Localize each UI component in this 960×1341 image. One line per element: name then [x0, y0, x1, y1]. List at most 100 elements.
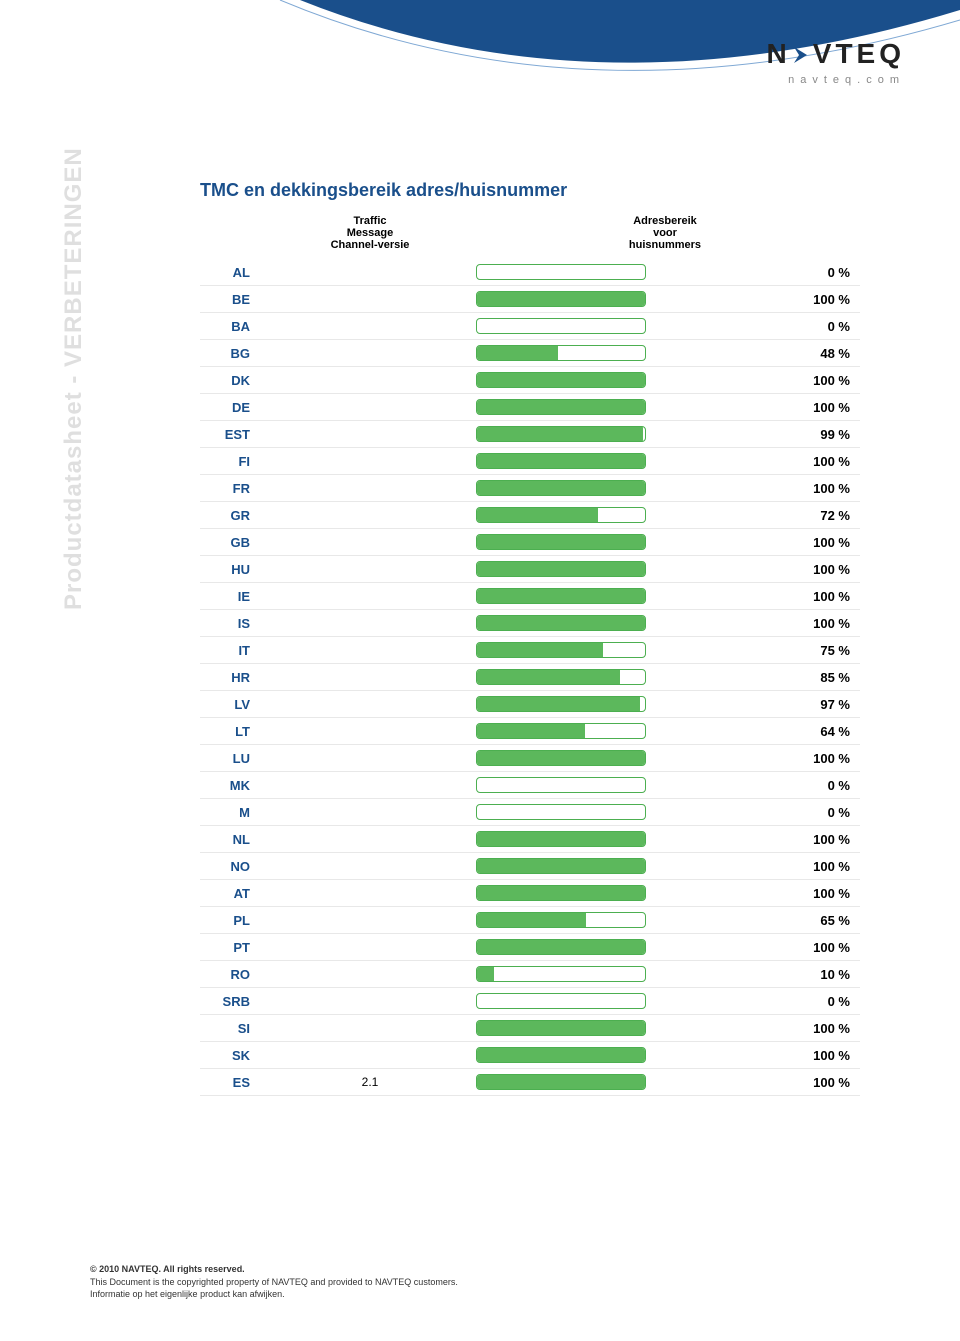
coverage-value: 100 %: [772, 853, 860, 880]
table-row: AL 0 %: [200, 259, 860, 286]
coverage-bar: [470, 529, 772, 556]
country-code: SRB: [200, 988, 270, 1015]
tmc-version: [270, 475, 470, 502]
coverage-value: 100 %: [772, 394, 860, 421]
coverage-bar: [470, 556, 772, 583]
table-row: HU100 %: [200, 556, 860, 583]
table-row: LV97 %: [200, 691, 860, 718]
country-code: M: [200, 799, 270, 826]
footer-line3: Informatie op het eigenlijke product kan…: [90, 1288, 458, 1301]
coverage-value: 97 %: [772, 691, 860, 718]
coverage-value: 65 %: [772, 907, 860, 934]
coverage-bar: [470, 772, 772, 799]
logo-subtext: navteq.com: [767, 74, 905, 86]
coverage-value: 100 %: [772, 934, 860, 961]
table-row: GR72 %: [200, 502, 860, 529]
coverage-bar: [470, 691, 772, 718]
tmc-version: 2.1: [270, 1069, 470, 1096]
coverage-bar: [470, 448, 772, 475]
country-code: HR: [200, 664, 270, 691]
table-row: NO 100 %: [200, 853, 860, 880]
country-code: IE: [200, 583, 270, 610]
tmc-version: [270, 367, 470, 394]
tmc-version: [270, 421, 470, 448]
coverage-bar: [470, 340, 772, 367]
header-coverage: Adresbereik voor huisnummers: [470, 211, 860, 259]
coverage-value: 72 %: [772, 502, 860, 529]
country-code: HU: [200, 556, 270, 583]
coverage-bar: [470, 664, 772, 691]
tmc-version: [270, 772, 470, 799]
coverage-value: 100 %: [772, 583, 860, 610]
footer-copyright: © 2010 NAVTEQ. All rights reserved.: [90, 1263, 458, 1276]
coverage-bar: [470, 259, 772, 286]
country-code: RO: [200, 961, 270, 988]
table-row: MK0 %: [200, 772, 860, 799]
table-row: IE 100 %: [200, 583, 860, 610]
coverage-value: 100 %: [772, 529, 860, 556]
country-code: LT: [200, 718, 270, 745]
country-code: IS: [200, 610, 270, 637]
coverage-value: 100 %: [772, 745, 860, 772]
coverage-bar: [470, 826, 772, 853]
coverage-bar: [470, 313, 772, 340]
coverage-bar: [470, 934, 772, 961]
coverage-value: 100 %: [772, 1042, 860, 1069]
tmc-version: [270, 988, 470, 1015]
tmc-version: [270, 583, 470, 610]
coverage-value: 100 %: [772, 610, 860, 637]
country-code: BE: [200, 286, 270, 313]
coverage-bar: [470, 853, 772, 880]
coverage-bar: [470, 799, 772, 826]
tmc-version: [270, 448, 470, 475]
tmc-version: [270, 637, 470, 664]
table-row: FR 100 %: [200, 475, 860, 502]
main-content: TMC en dekkingsbereik adres/huisnummer T…: [200, 180, 860, 1096]
table-row: BA0 %: [200, 313, 860, 340]
coverage-bar: [470, 475, 772, 502]
country-code: SK: [200, 1042, 270, 1069]
tmc-version: [270, 286, 470, 313]
tmc-version: [270, 880, 470, 907]
coverage-bar: [470, 583, 772, 610]
footer: © 2010 NAVTEQ. All rights reserved. This…: [90, 1263, 458, 1301]
coverage-value: 100 %: [772, 880, 860, 907]
tmc-version: [270, 664, 470, 691]
coverage-bar: [470, 1069, 772, 1096]
tmc-version: [270, 610, 470, 637]
table-row: SI100 %: [200, 1015, 860, 1042]
tmc-version: [270, 259, 470, 286]
country-code: FR: [200, 475, 270, 502]
country-code: AL: [200, 259, 270, 286]
coverage-value: 48 %: [772, 340, 860, 367]
coverage-value: 0 %: [772, 772, 860, 799]
tmc-version: [270, 934, 470, 961]
country-code: NO: [200, 853, 270, 880]
country-code: AT: [200, 880, 270, 907]
tmc-version: [270, 826, 470, 853]
coverage-bar: [470, 502, 772, 529]
coverage-bar: [470, 907, 772, 934]
country-code: BG: [200, 340, 270, 367]
coverage-bar: [470, 610, 772, 637]
table-row: BE100 %: [200, 286, 860, 313]
table-row: GB100 %: [200, 529, 860, 556]
coverage-value: 100 %: [772, 1069, 860, 1096]
coverage-value: 75 %: [772, 637, 860, 664]
coverage-value: 0 %: [772, 259, 860, 286]
table-row: AT 100 %: [200, 880, 860, 907]
table-row: M0 %: [200, 799, 860, 826]
country-code: PT: [200, 934, 270, 961]
side-label: Productdatasheet - VERBETERINGEN: [60, 147, 88, 610]
coverage-value: 100 %: [772, 475, 860, 502]
coverage-bar: [470, 367, 772, 394]
coverage-value: 85 %: [772, 664, 860, 691]
table-row: IT75 %: [200, 637, 860, 664]
country-code: BA: [200, 313, 270, 340]
table-row: SK 100 %: [200, 1042, 860, 1069]
table-row: NL100 %: [200, 826, 860, 853]
table-row: PT 100 %: [200, 934, 860, 961]
coverage-bar: [470, 421, 772, 448]
tmc-version: [270, 853, 470, 880]
coverage-bar: [470, 745, 772, 772]
